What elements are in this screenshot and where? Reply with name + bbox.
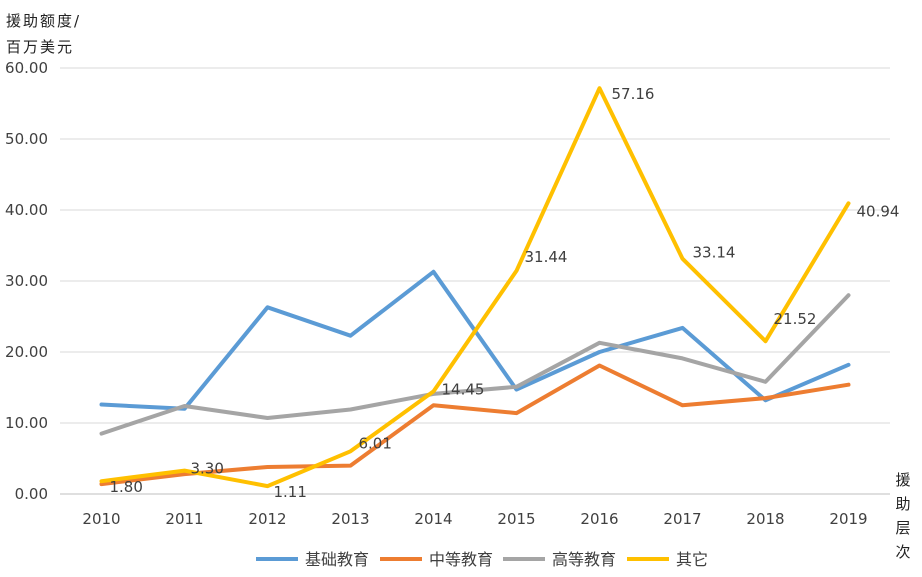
x-tick-label: 2011 (165, 510, 203, 528)
data-label: 57.16 (612, 85, 655, 103)
data-label: 40.94 (857, 202, 900, 220)
data-label: 1.11 (274, 483, 307, 501)
y-tick-label: 60.00 (5, 59, 48, 77)
data-label: 31.44 (525, 248, 568, 266)
data-label: 14.45 (442, 380, 485, 398)
y-tick-label: 30.00 (5, 272, 48, 290)
legend-label: 中等教育 (429, 550, 493, 569)
x-tick-label: 2014 (414, 510, 452, 528)
series-line (99, 293, 851, 436)
gridlines (60, 67, 890, 495)
series-line (99, 86, 851, 489)
x-tick-label: 2013 (331, 510, 369, 528)
y-axis-title: 援助额度/百万美元 (6, 12, 82, 56)
x-tick-labels: 2010 2011 2012 2013 2014 2015 2016 2017 2018 2019 (82, 510, 867, 528)
legend-label: 基础教育 (305, 550, 369, 569)
x-tick-label: 2018 (746, 510, 784, 528)
x-axis-title: 援助层次 (895, 471, 911, 561)
x-tick-label: 2019 (829, 510, 867, 528)
data-label: 33.14 (693, 244, 736, 262)
x-tick-label: 2017 (663, 510, 701, 528)
legend-label: 高等教育 (552, 550, 616, 569)
y-tick-label: 50.00 (5, 130, 48, 148)
series-lines (99, 86, 851, 489)
data-label: 3.30 (191, 460, 224, 478)
data-label: 21.52 (774, 310, 817, 328)
x-tick-label: 2012 (248, 510, 286, 528)
y-tick-label: 10.00 (5, 414, 48, 432)
y-tick-label: 40.00 (5, 201, 48, 219)
data-label: 1.80 (110, 478, 143, 496)
data-labels: 1.80 3.30 1.11 6.01 14.45 31.44 57.16 33.14 21.5… (110, 85, 900, 501)
x-tick-label: 2015 (497, 510, 535, 528)
y-tick-label: 20.00 (5, 343, 48, 361)
legend: 基础教育 中等教育 高等教育 其它 (256, 550, 708, 569)
series-line (99, 363, 851, 487)
y-tick-labels: 0.00 10.00 20.00 30.00 40.00 50.00 60.00 (5, 59, 48, 503)
legend-label: 其它 (676, 550, 708, 569)
data-label: 6.01 (359, 434, 392, 452)
x-tick-label: 2016 (580, 510, 618, 528)
y-tick-label: 0.00 (15, 485, 48, 503)
x-tick-label: 2010 (82, 510, 120, 528)
